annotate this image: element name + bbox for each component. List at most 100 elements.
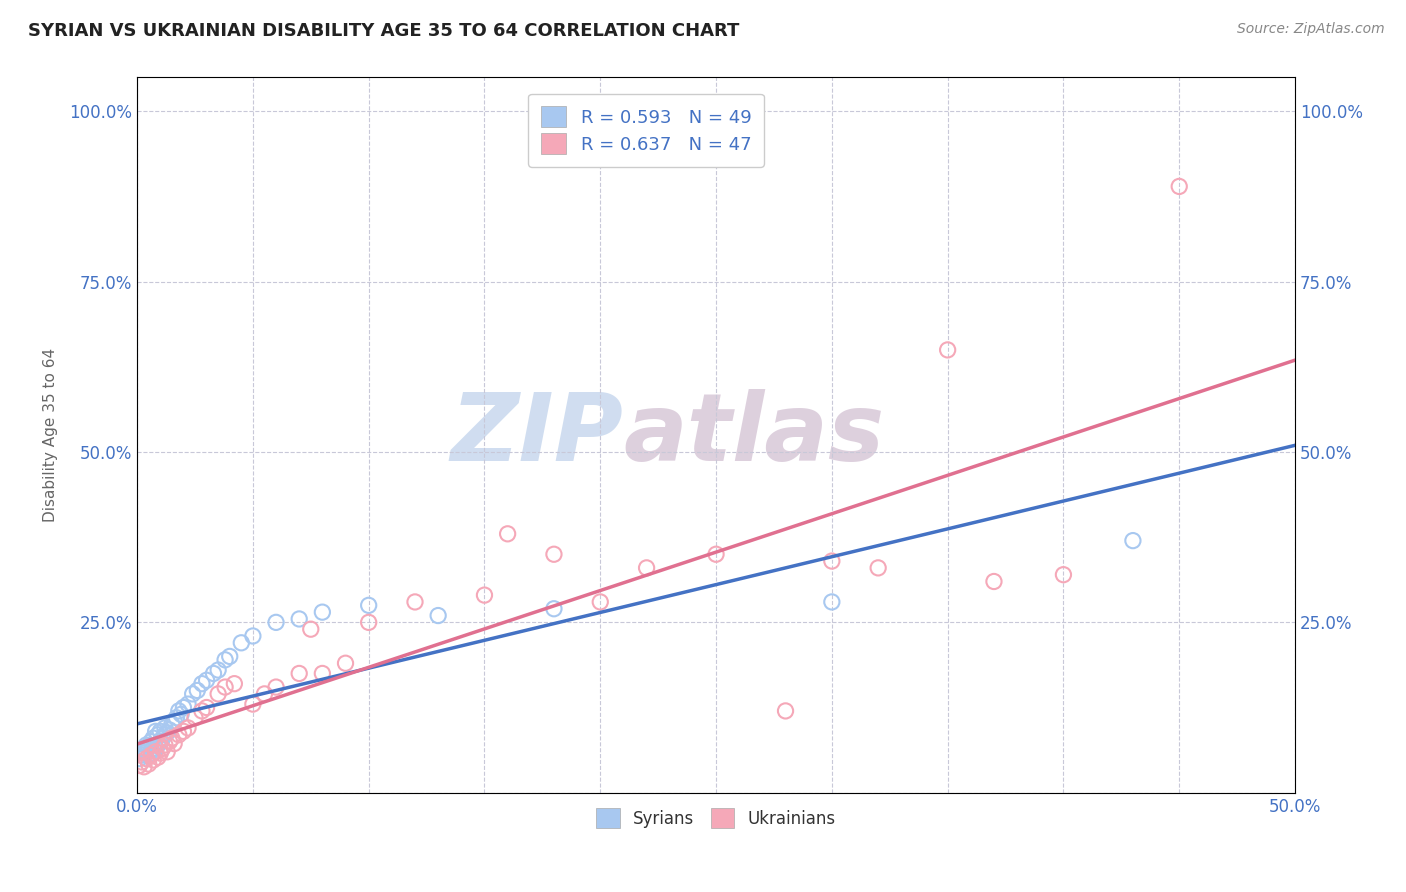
- Point: [311, 666, 333, 681]
- Point: [159, 723, 181, 737]
- Point: [191, 704, 214, 718]
- Point: [983, 574, 1005, 589]
- Point: [135, 751, 157, 765]
- Point: [543, 547, 565, 561]
- Text: Source: ZipAtlas.com: Source: ZipAtlas.com: [1237, 22, 1385, 37]
- Point: [195, 673, 218, 688]
- Point: [636, 561, 658, 575]
- Text: atlas: atlas: [623, 389, 884, 481]
- Point: [132, 760, 155, 774]
- Point: [153, 728, 176, 742]
- Point: [128, 751, 150, 765]
- Point: [311, 605, 333, 619]
- Point: [152, 741, 174, 756]
- Point: [335, 657, 357, 671]
- Point: [153, 738, 176, 752]
- Point: [139, 748, 162, 763]
- Point: [868, 561, 890, 575]
- Point: [146, 728, 169, 742]
- Point: [357, 615, 380, 630]
- Point: [288, 666, 311, 681]
- Point: [159, 734, 181, 748]
- Point: [496, 526, 519, 541]
- Point: [146, 750, 169, 764]
- Point: [242, 629, 264, 643]
- Point: [299, 622, 322, 636]
- Point: [231, 636, 253, 650]
- Point: [132, 746, 155, 760]
- Point: [135, 745, 157, 759]
- Point: [167, 728, 190, 742]
- Point: [142, 731, 165, 746]
- Point: [138, 757, 160, 772]
- Point: [474, 588, 496, 602]
- Point: [149, 746, 172, 760]
- Point: [242, 697, 264, 711]
- Point: [172, 700, 194, 714]
- Point: [142, 753, 165, 767]
- Point: [172, 724, 194, 739]
- Point: [288, 612, 311, 626]
- Point: [128, 758, 150, 772]
- Point: [1052, 567, 1074, 582]
- Point: [145, 741, 167, 756]
- Point: [153, 721, 176, 735]
- Point: [152, 731, 174, 746]
- Point: [184, 711, 207, 725]
- Point: [936, 343, 959, 357]
- Point: [156, 745, 179, 759]
- Point: [166, 711, 188, 725]
- Point: [132, 741, 155, 756]
- Point: [821, 595, 844, 609]
- Point: [253, 687, 276, 701]
- Point: [156, 725, 179, 739]
- Point: [214, 653, 236, 667]
- Point: [160, 731, 183, 746]
- Point: [167, 704, 190, 718]
- Y-axis label: Disability Age 35 to 64: Disability Age 35 to 64: [44, 348, 58, 522]
- Point: [149, 724, 172, 739]
- Point: [1122, 533, 1144, 548]
- Point: [186, 683, 208, 698]
- Point: [138, 748, 160, 763]
- Point: [131, 748, 153, 763]
- Point: [264, 680, 287, 694]
- Text: ZIP: ZIP: [450, 389, 623, 481]
- Point: [139, 734, 162, 748]
- Point: [543, 601, 565, 615]
- Point: [589, 595, 612, 609]
- Point: [160, 717, 183, 731]
- Point: [163, 737, 186, 751]
- Point: [357, 599, 380, 613]
- Point: [177, 721, 200, 735]
- Point: [146, 738, 169, 752]
- Point: [207, 687, 229, 701]
- Point: [264, 615, 287, 630]
- Point: [138, 739, 160, 754]
- Point: [170, 707, 193, 722]
- Point: [195, 700, 218, 714]
- Point: [131, 745, 153, 759]
- Point: [427, 608, 450, 623]
- Point: [224, 676, 246, 690]
- Point: [177, 697, 200, 711]
- Point: [218, 649, 240, 664]
- Point: [1168, 179, 1191, 194]
- Point: [191, 676, 214, 690]
- Point: [135, 738, 157, 752]
- Point: [181, 687, 204, 701]
- Point: [207, 663, 229, 677]
- Point: [821, 554, 844, 568]
- Point: [163, 714, 186, 728]
- Point: [214, 680, 236, 694]
- Legend: Syrians, Ukrainians: Syrians, Ukrainians: [589, 802, 842, 834]
- Point: [139, 743, 162, 757]
- Point: [145, 724, 167, 739]
- Point: [131, 755, 153, 769]
- Point: [775, 704, 797, 718]
- Point: [149, 734, 172, 748]
- Point: [202, 666, 225, 681]
- Point: [704, 547, 727, 561]
- Point: [404, 595, 426, 609]
- Point: [142, 746, 165, 760]
